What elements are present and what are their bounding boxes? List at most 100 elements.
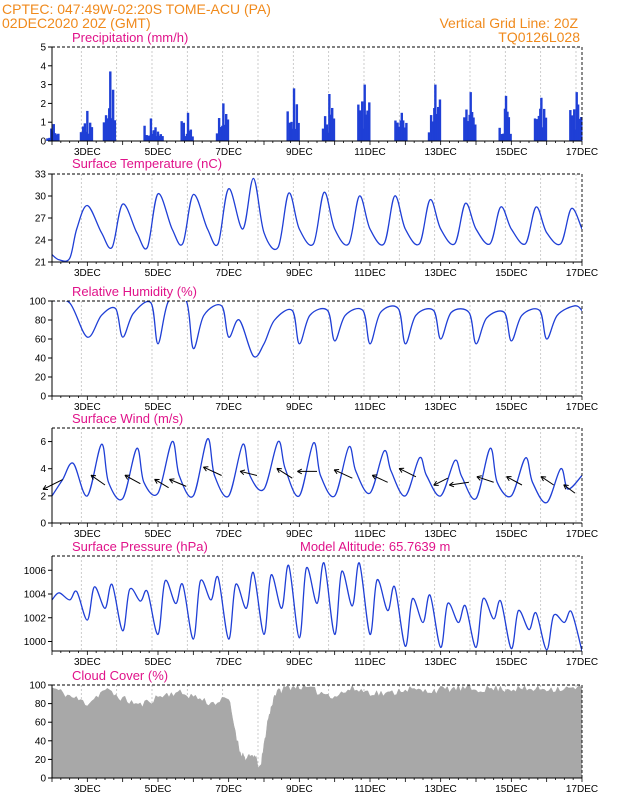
- wind-arrow: [372, 474, 388, 483]
- panel-0: Precipitation (mm/h) 0 1 2 3 4 5 3DEC 5DEC 7DEC 9D…: [40, 30, 598, 158]
- wind-arrow-head: [563, 484, 569, 490]
- precip-bar: [403, 127, 406, 141]
- precip-bar: [88, 122, 92, 141]
- x-tick-label: 7DEC: [215, 529, 242, 540]
- precip-bar: [224, 114, 228, 141]
- precip-bar: [502, 133, 505, 141]
- precip-bar: [431, 121, 435, 141]
- wind-arrow: [540, 476, 555, 486]
- wind-arrow-head: [506, 476, 512, 482]
- x-tick-label: 5DEC: [145, 147, 172, 158]
- header-model-id: TQ0126L028: [498, 29, 580, 45]
- precip-bar: [332, 118, 336, 141]
- wind-arrow-head: [540, 476, 547, 482]
- precip-bar: [398, 126, 401, 141]
- precip-bar: [535, 119, 539, 141]
- precip-bar: [290, 121, 293, 141]
- precip-bar: [159, 134, 163, 141]
- x-tick-label: 9DEC: [286, 402, 313, 413]
- x-tick-label: 3DEC: [74, 657, 101, 668]
- wind-arrow: [398, 468, 417, 478]
- y-tick-label: 100: [29, 681, 46, 692]
- y-tick-label: 60: [35, 718, 47, 729]
- precip-bar: [571, 115, 574, 141]
- x-tick-label: 15DEC: [495, 529, 527, 540]
- panel-title: Surface Pressure (hPa): [72, 539, 208, 554]
- panels: Precipitation (mm/h) 0 1 2 3 4 5 3DEC 5DEC 7DEC 9D…: [24, 30, 598, 795]
- precip-bar: [434, 84, 437, 141]
- y-tick-label: 33: [35, 170, 47, 181]
- precip-bar: [143, 125, 146, 141]
- y-tick-label: 100: [29, 297, 46, 308]
- precip-bar: [544, 117, 548, 141]
- precip-bar: [184, 136, 187, 141]
- precip-bar: [323, 116, 327, 141]
- precip-bar: [50, 128, 53, 141]
- precip-bar: [90, 127, 94, 141]
- panel-title: Cloud Cover (%): [72, 668, 168, 683]
- wind-arrow-head: [124, 474, 130, 480]
- precip-bar: [359, 110, 362, 141]
- wind-arrow-head: [297, 468, 303, 475]
- wind-arrow-head: [433, 480, 439, 486]
- precip-bar: [321, 128, 325, 141]
- y-tick-label: 20: [35, 373, 47, 384]
- precip-bar: [506, 111, 509, 141]
- wind-arrow-head: [154, 478, 160, 484]
- y-tick-label: 2: [40, 99, 46, 110]
- precip-bar: [292, 88, 296, 141]
- x-tick-label: 13DEC: [425, 784, 457, 795]
- wind-arrow-head: [276, 467, 282, 474]
- precip-bar: [86, 110, 89, 141]
- precip-bar: [152, 134, 155, 141]
- y-tick-label: 0: [40, 519, 46, 530]
- x-tick-label: 11DEC: [354, 529, 386, 540]
- x-tick-label: 3DEC: [74, 529, 101, 540]
- x-tick-label: 11DEC: [354, 268, 386, 279]
- precip-bar: [573, 109, 576, 141]
- x-tick-label: 17DEC: [566, 529, 598, 540]
- precip-bar: [154, 136, 157, 141]
- header-run-time: 02DEC2020 20Z (GMT): [2, 15, 151, 31]
- precip-bar: [472, 117, 475, 141]
- x-tick-label: 3DEC: [74, 268, 101, 279]
- y-tick-label: 0: [40, 392, 46, 403]
- x-tick-label: 17DEC: [566, 657, 598, 668]
- x-tick-label: 17DEC: [566, 402, 598, 413]
- x-tick-label: 5DEC: [145, 402, 172, 413]
- precip-bar: [366, 110, 369, 141]
- wind-arrow-head: [90, 474, 97, 480]
- y-tick-label: 80: [35, 699, 47, 710]
- precip-bar: [154, 127, 157, 141]
- precip-bar: [463, 117, 466, 141]
- x-tick-label: 9DEC: [286, 657, 313, 668]
- precip-bar: [149, 118, 153, 141]
- precip-bar: [542, 108, 546, 141]
- precip-bar: [87, 133, 90, 141]
- precip-bar: [498, 127, 501, 141]
- wind-arrow-head: [333, 468, 340, 475]
- y-tick-label: 24: [35, 236, 47, 247]
- wind-arrow-head: [371, 474, 378, 480]
- x-tick-label: 7DEC: [215, 657, 242, 668]
- precip-bar: [541, 127, 544, 141]
- precip-bar: [330, 107, 334, 141]
- precip-bar: [297, 122, 300, 141]
- wind-arrow-head: [476, 475, 482, 481]
- precip-bar: [368, 102, 371, 141]
- x-tick-label: 11DEC: [354, 402, 386, 413]
- x-tick-label: 3DEC: [74, 402, 101, 413]
- y-tick-label: 1004: [24, 590, 47, 601]
- y-tick-label: 40: [35, 354, 47, 365]
- precip-bar: [576, 104, 580, 141]
- precip-bar: [394, 120, 397, 141]
- panel-title: Precipitation (mm/h): [72, 30, 188, 45]
- precip-bar: [186, 112, 190, 141]
- precip-bar: [500, 133, 503, 141]
- precip-bar: [328, 94, 331, 141]
- precip-bar: [474, 124, 477, 141]
- wind-arrow: [240, 470, 258, 476]
- wind-arrow-head: [449, 481, 455, 488]
- precip-bar: [81, 126, 85, 141]
- wind-arrow: [449, 481, 470, 486]
